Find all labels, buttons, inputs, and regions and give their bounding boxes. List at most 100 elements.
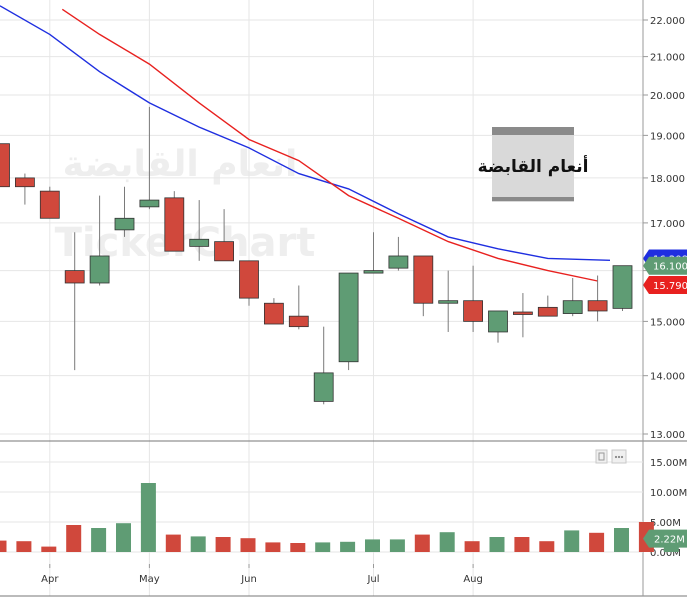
- price-tick-label: 15.000: [650, 317, 685, 328]
- candle-body: [537, 306, 558, 317]
- volume-tick-label: 10.00M: [650, 488, 687, 499]
- volume-bars: [0, 483, 679, 552]
- candle: [438, 270, 459, 332]
- volume-bar: [215, 537, 231, 552]
- volume-tag-bg: [643, 529, 687, 548]
- candle-body: [114, 217, 135, 231]
- x-tick-label: Jun: [240, 574, 257, 585]
- candle: [263, 298, 284, 325]
- candle-body: [413, 255, 434, 304]
- more-icon[interactable]: [611, 449, 627, 464]
- volume-bar: [91, 528, 107, 552]
- volume-tick-label: 5.00M: [650, 518, 681, 529]
- candle-body: [313, 372, 334, 402]
- candlesticks: [0, 106, 633, 405]
- window-icon[interactable]: [595, 449, 608, 464]
- volume-bar: [539, 541, 555, 552]
- volume-bar: [514, 537, 530, 552]
- candle: [288, 285, 309, 330]
- candle: [463, 265, 484, 332]
- candle-body: [488, 310, 508, 333]
- x-tick-label: Jul: [366, 574, 379, 585]
- price-tick-label: 14.000: [650, 372, 685, 383]
- candle: [39, 186, 60, 219]
- volume-bar: [41, 546, 57, 552]
- candle: [114, 186, 135, 237]
- candle-body: [139, 199, 160, 208]
- stock-label: أنعام القابضة: [478, 155, 589, 177]
- candle-body: [14, 177, 35, 188]
- candle: [488, 310, 508, 343]
- candle-body: [89, 255, 110, 284]
- volume-bar: [290, 543, 306, 552]
- price-tick-label: 21.000: [650, 53, 685, 64]
- volume-bar: [265, 542, 281, 552]
- price-tag-label: 15.790: [653, 281, 687, 292]
- candle-body: [263, 302, 284, 325]
- price-tick-label: 19.000: [650, 131, 685, 142]
- x-tick-label: Aug: [463, 574, 483, 585]
- candle: [164, 191, 185, 252]
- candle: [612, 265, 633, 311]
- candle-body: [239, 260, 259, 299]
- candle: [14, 173, 35, 205]
- candle-body: [189, 238, 210, 247]
- volume-bar: [439, 532, 455, 552]
- candle-body: [463, 300, 484, 322]
- candle-body: [388, 255, 409, 269]
- volume-bar: [315, 542, 331, 552]
- candle-body: [338, 272, 359, 363]
- candle-body: [39, 190, 60, 219]
- candle-body: [363, 270, 384, 274]
- volume-bar: [564, 530, 580, 552]
- volume-bar: [589, 532, 605, 552]
- volume-bar: [240, 538, 256, 552]
- volume-bar: [414, 534, 430, 552]
- volume-y-axis: 0.00M 5.00M 10.00M 15.00M: [650, 458, 687, 559]
- volume-tick-label: 15.00M: [650, 458, 687, 469]
- candle: [363, 232, 384, 274]
- price-tick-label: 18.000: [650, 174, 685, 185]
- candle: [313, 326, 334, 405]
- candle-body: [587, 300, 608, 312]
- candle: [537, 295, 558, 317]
- candle-body: [164, 197, 185, 252]
- x-tick-label: Apr: [41, 574, 59, 585]
- volume-bar: [0, 540, 7, 552]
- volume-bar: [340, 541, 356, 552]
- candle: [562, 278, 583, 317]
- candle-body: [513, 311, 533, 315]
- volume-bar: [16, 541, 32, 552]
- x-tick-label: May: [139, 574, 160, 585]
- volume-bar: [365, 539, 380, 552]
- volume-bar: [116, 523, 131, 552]
- volume-bar: [190, 536, 206, 552]
- candle: [89, 195, 110, 286]
- ma-slow-line: [0, 5, 611, 261]
- candle-body: [438, 300, 459, 304]
- volume-last-tag: 2.22M: [643, 529, 687, 548]
- price-tick-label: 13.000: [650, 430, 685, 441]
- candle-body: [64, 270, 85, 284]
- candle: [189, 200, 210, 261]
- candle: [64, 232, 85, 371]
- volume-bar: [614, 528, 629, 552]
- price-tag-bg: [643, 256, 687, 275]
- candle: [0, 143, 10, 188]
- volume-bar: [140, 483, 156, 552]
- candle: [413, 255, 434, 317]
- volume-tag-label: 2.22M: [654, 535, 685, 546]
- candle: [338, 272, 359, 371]
- volume-bar: [389, 539, 405, 552]
- candle: [388, 236, 409, 271]
- price-tick-label: 17.000: [650, 219, 685, 230]
- candle: [239, 260, 259, 306]
- ma-fast-value: 15.790: [643, 275, 687, 294]
- candle-body: [612, 265, 633, 309]
- candle-body: [562, 300, 583, 314]
- candle-body: [0, 143, 10, 188]
- volume-bar: [66, 525, 82, 552]
- price-tick-label: 20.000: [650, 91, 685, 102]
